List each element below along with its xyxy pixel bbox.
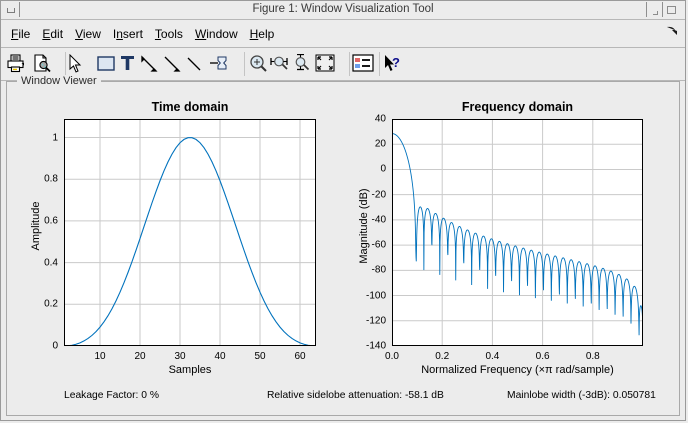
svg-text:?: ?: [392, 55, 400, 70]
